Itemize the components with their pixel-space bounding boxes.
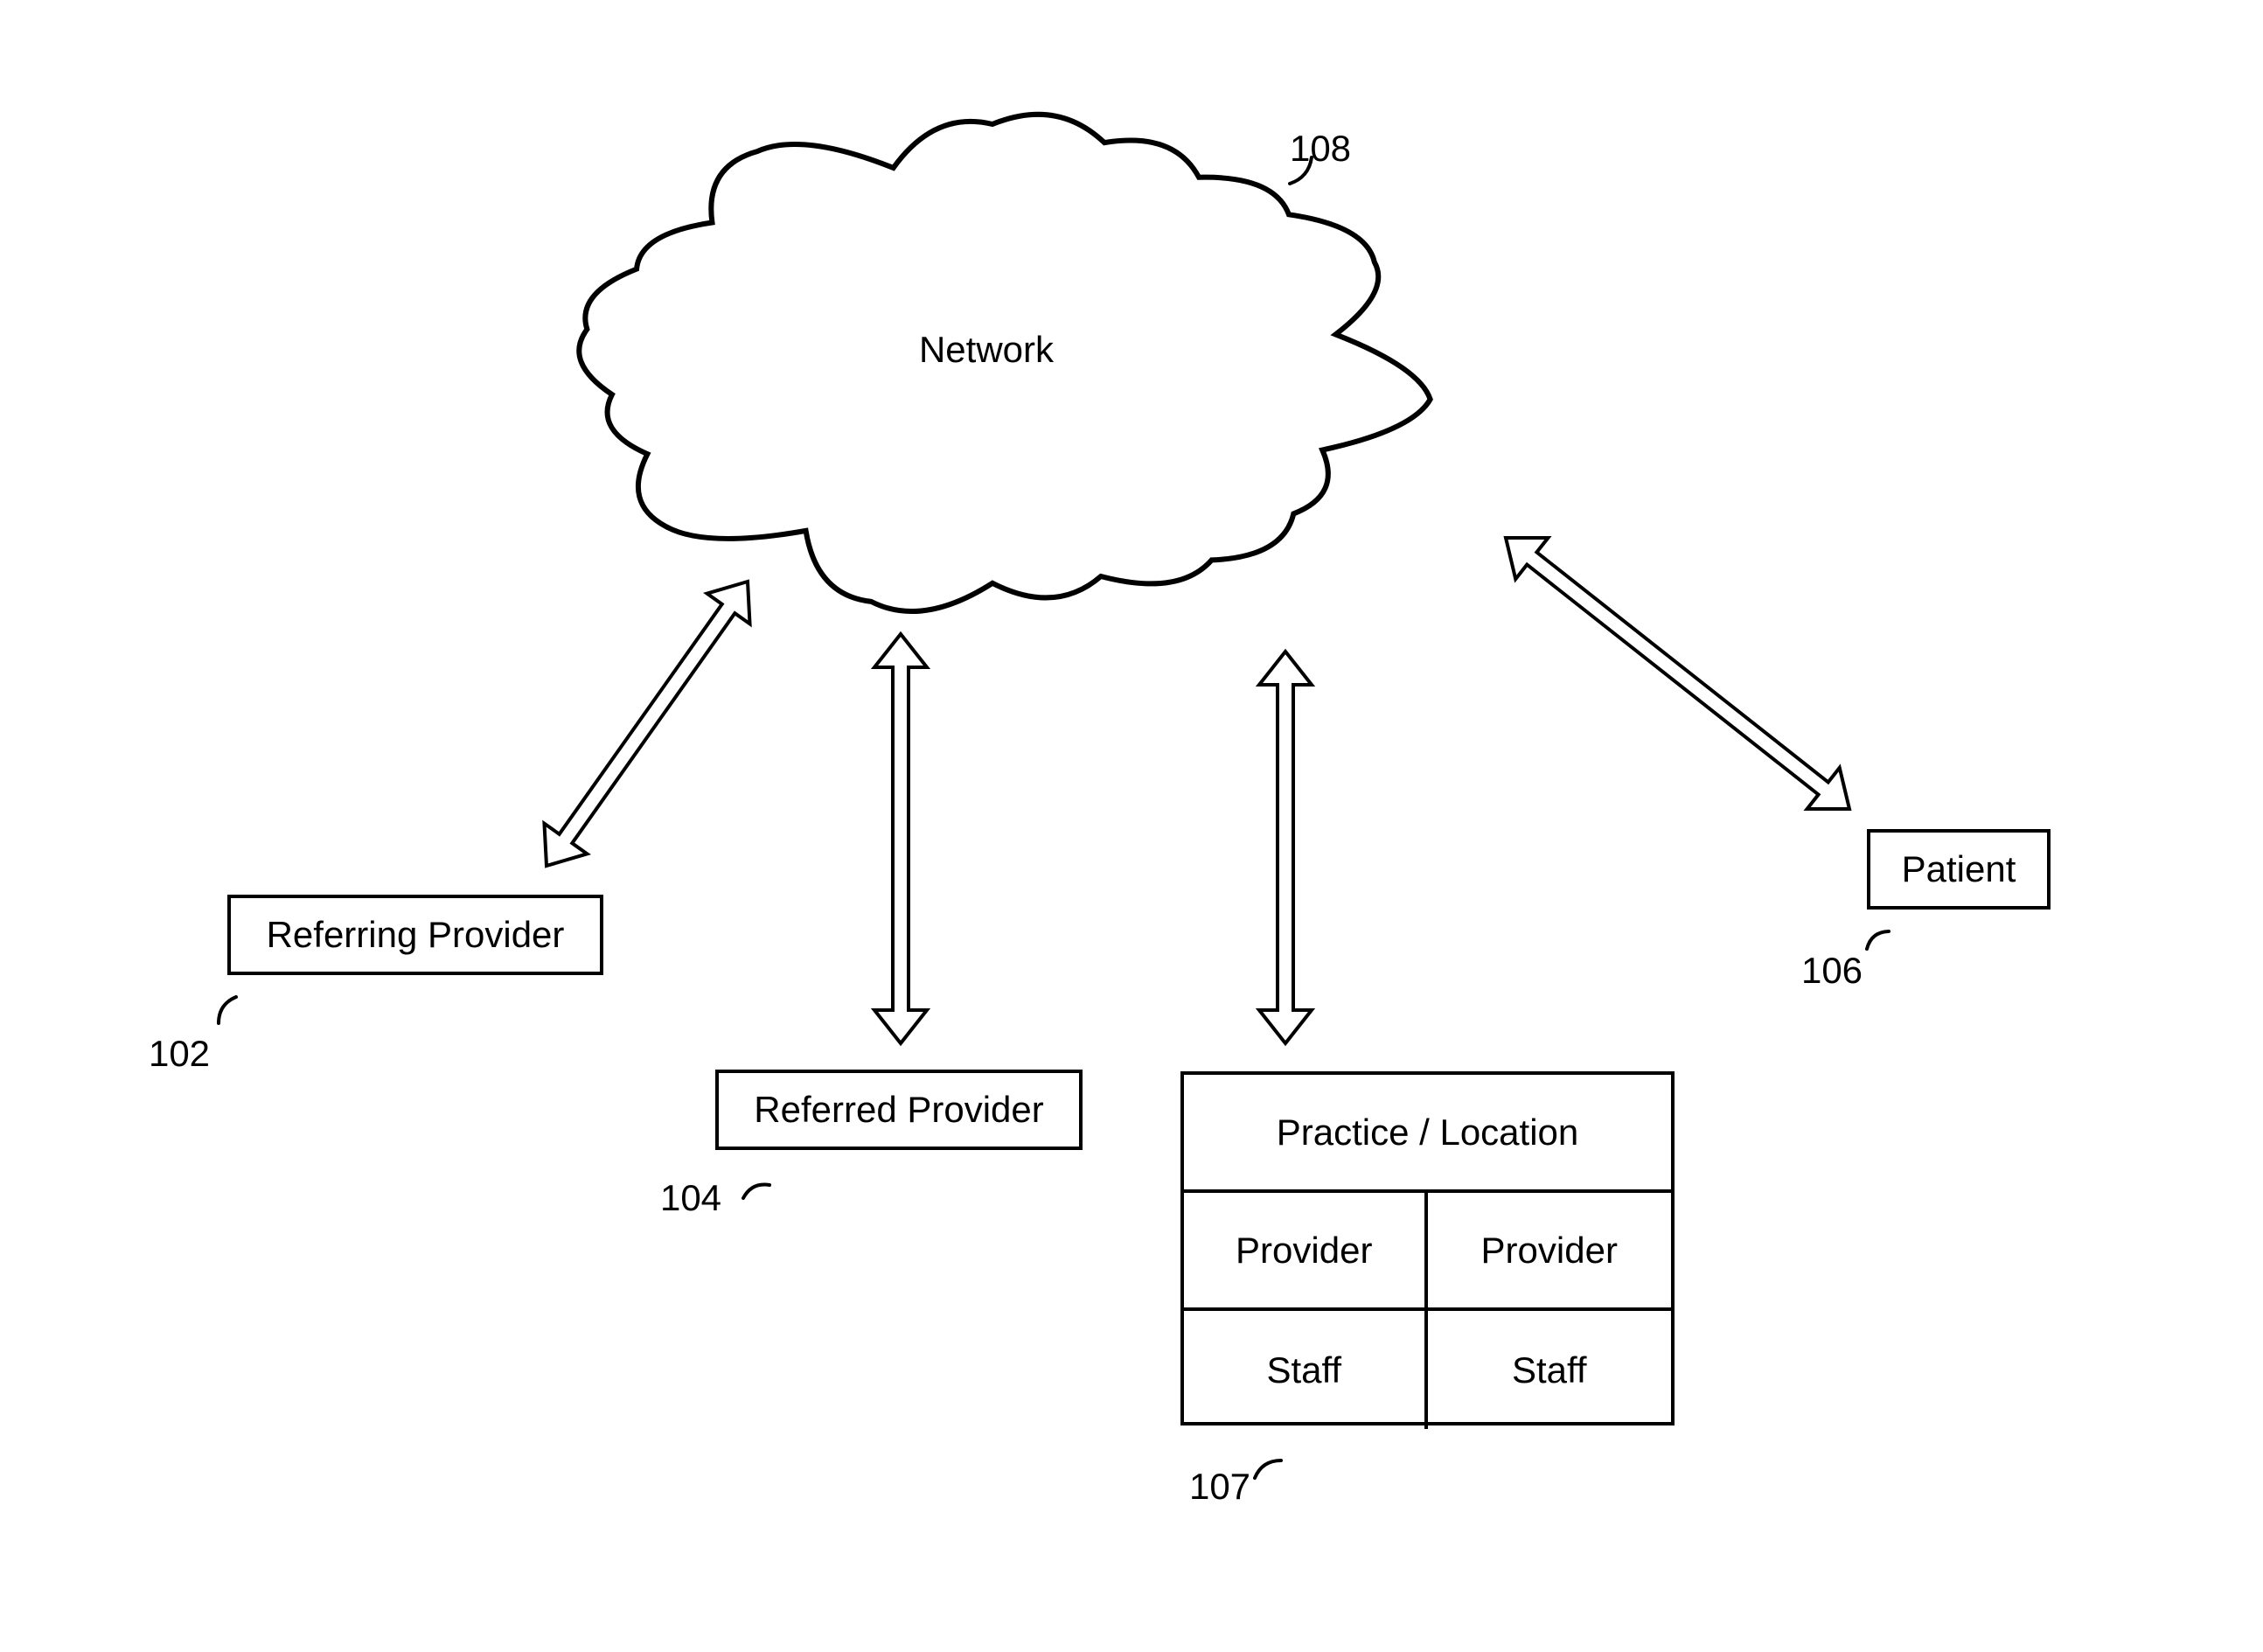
practice-cell-staff-1: Staff [1184,1311,1428,1429]
practice-location-box: Practice / Location Provider Provider St… [1180,1071,1675,1425]
svg-overlay [0,0,2263,1652]
practice-ref-number: 107 [1189,1466,1250,1508]
practice-cell-label: Staff [1512,1349,1587,1391]
diagram-canvas: Network 108 Referring Provider 102 Refer… [0,0,2263,1652]
referring-provider-box: Referring Provider [227,895,603,975]
practice-header: Practice / Location [1184,1075,1671,1193]
cloud-to-referred-arrow [874,634,927,1043]
referred-provider-ref-number: 104 [660,1177,721,1219]
practice-cell-label: Staff [1266,1349,1341,1391]
practice-cell-label: Provider [1236,1230,1372,1272]
patient-label: Patient [1902,848,2016,890]
cloud-to-patient-arrow [1506,538,1849,809]
patient-box: Patient [1867,829,2051,910]
practice-cell-provider-2: Provider [1428,1193,1672,1311]
practice-cell-provider-1: Provider [1184,1193,1428,1311]
cloud-to-referring-arrow [544,582,749,866]
practice-header-label: Practice / Location [1277,1112,1579,1154]
patient-ref-number: 106 [1801,950,1863,992]
referring-provider-label: Referring Provider [267,914,565,956]
cloud-to-practice-arrow [1259,652,1312,1043]
referring-provider-ref-number: 102 [149,1033,210,1075]
practice-cell-label: Provider [1481,1230,1618,1272]
network-ref-number: 108 [1290,128,1351,170]
network-cloud-label: Network [919,329,1054,371]
practice-cell-staff-2: Staff [1428,1311,1672,1429]
referred-provider-box: Referred Provider [715,1070,1083,1150]
referred-provider-label: Referred Provider [754,1089,1043,1131]
